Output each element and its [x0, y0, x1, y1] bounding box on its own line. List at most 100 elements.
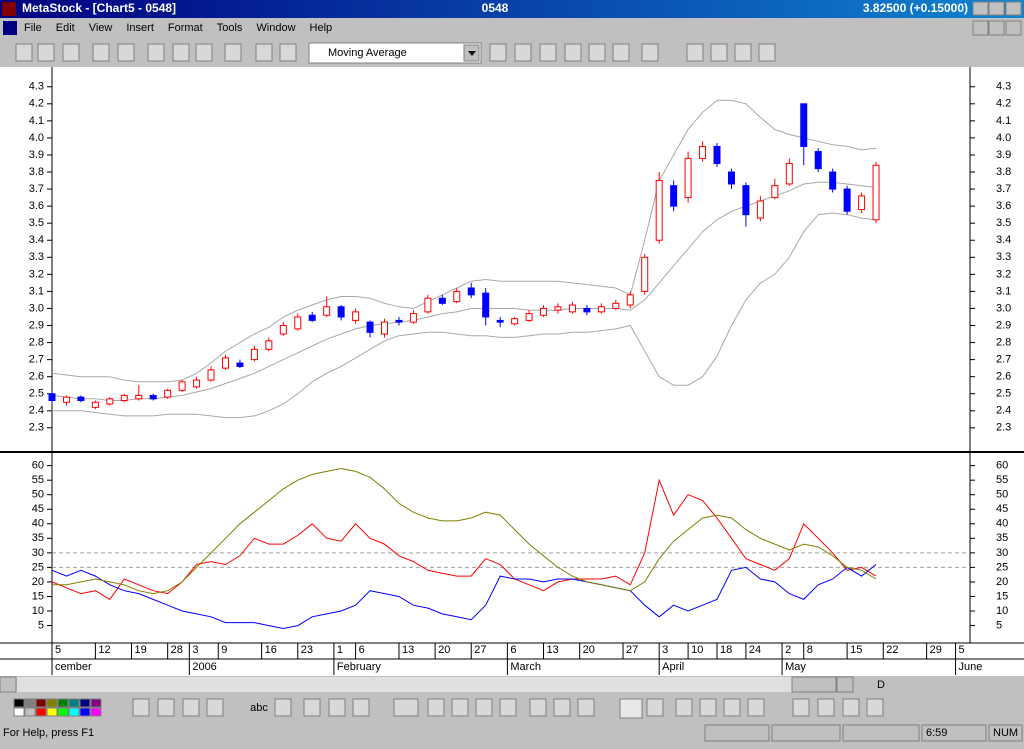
palette-swatch[interactable]: [79, 707, 91, 717]
formula-button[interactable]: [539, 43, 557, 62]
palette-swatch[interactable]: [35, 698, 47, 708]
palette-swatch[interactable]: [24, 698, 36, 708]
menu-item[interactable]: Edit: [56, 22, 75, 34]
menu-item[interactable]: Tools: [217, 22, 243, 34]
tool-button[interactable]: [427, 698, 445, 717]
palette-swatch[interactable]: [68, 698, 80, 708]
child-minimize[interactable]: [972, 20, 989, 36]
tool-button[interactable]: [842, 698, 860, 717]
palette-swatch[interactable]: [68, 707, 80, 717]
y-tick-label: 2.4: [29, 405, 44, 417]
palette-swatch[interactable]: [46, 707, 58, 717]
menu-item[interactable]: View: [89, 22, 113, 34]
restore-button[interactable]: [988, 1, 1005, 16]
x-tick-label: 23: [301, 644, 313, 656]
triangle-button[interactable]: [352, 698, 370, 717]
period-button[interactable]: D: [877, 679, 885, 691]
scroll-left[interactable]: [0, 676, 17, 693]
indicator-select[interactable]: [308, 42, 482, 64]
scroll-track[interactable]: [17, 677, 853, 692]
y-tick-label-right: 3.8: [996, 166, 1011, 178]
expert-button[interactable]: [489, 43, 507, 62]
menu-item[interactable]: Insert: [126, 22, 154, 34]
menu-item[interactable]: File: [24, 22, 42, 34]
candle-body: [178, 381, 186, 391]
explorer-button[interactable]: [514, 43, 532, 62]
y-tick-label-right: 3.9: [996, 149, 1011, 161]
text-tool[interactable]: abc: [250, 702, 268, 714]
tile-button[interactable]: [758, 43, 776, 62]
candle-body: [771, 185, 779, 199]
undo-button[interactable]: [224, 43, 242, 62]
key-button[interactable]: [792, 698, 810, 717]
line-button[interactable]: [529, 698, 547, 717]
scroll-right[interactable]: [836, 676, 854, 693]
app-icon[interactable]: [2, 2, 16, 16]
tool-button[interactable]: [866, 698, 884, 717]
tool-button[interactable]: [475, 698, 493, 717]
cut-button[interactable]: [147, 43, 165, 62]
palette-swatch[interactable]: [46, 698, 58, 708]
tool-button[interactable]: [499, 698, 517, 717]
candle-body: [756, 200, 764, 219]
doc-icon[interactable]: [3, 21, 17, 35]
candle-body: [337, 306, 345, 318]
palette-swatch[interactable]: [57, 707, 69, 717]
palette-swatch[interactable]: [57, 698, 69, 708]
palette-swatch[interactable]: [13, 698, 25, 708]
grid-button[interactable]: [577, 698, 595, 717]
crosshair-button[interactable]: [255, 43, 273, 62]
candle-body: [250, 348, 258, 361]
print-button[interactable]: [92, 43, 110, 62]
tool-button[interactable]: [723, 698, 741, 717]
window-button[interactable]: [686, 43, 704, 62]
zoom-button[interactable]: [279, 43, 297, 62]
new-button[interactable]: [15, 43, 33, 62]
tool-button[interactable]: [206, 698, 224, 717]
copy-button[interactable]: [172, 43, 190, 62]
menu-item[interactable]: Help: [310, 22, 333, 34]
palette-swatch[interactable]: [90, 698, 102, 708]
preview-button[interactable]: [117, 43, 135, 62]
palette-swatch[interactable]: [90, 707, 102, 717]
status-bar: For Help, press F1 6:59 NUM: [0, 722, 1024, 744]
help-button[interactable]: [641, 43, 659, 62]
tool-button[interactable]: [393, 698, 419, 717]
binoculars-button[interactable]: [612, 43, 630, 62]
palette-swatch[interactable]: [24, 707, 36, 717]
pointer-button[interactable]: [619, 698, 643, 719]
tool-button[interactable]: [274, 698, 292, 717]
palette-swatch[interactable]: [13, 707, 25, 717]
dollar-button[interactable]: [588, 43, 606, 62]
scroll-thumb[interactable]: [791, 676, 837, 693]
menu-item[interactable]: Format: [168, 22, 203, 34]
tool-button[interactable]: [747, 698, 765, 717]
child-close[interactable]: [1005, 20, 1022, 36]
tool-button[interactable]: [817, 698, 835, 717]
palette-swatch[interactable]: [35, 707, 47, 717]
minimize-button[interactable]: [972, 1, 989, 16]
system-button[interactable]: [564, 43, 582, 62]
child-restore[interactable]: [988, 20, 1005, 36]
candle-body: [135, 394, 143, 400]
tile-v-button[interactable]: [710, 43, 728, 62]
close-button[interactable]: [1005, 1, 1022, 16]
x-tick-label: 24: [749, 644, 761, 656]
ellipse-button[interactable]: [303, 698, 321, 717]
tool-button[interactable]: [182, 698, 200, 717]
menu-item[interactable]: Window: [256, 22, 295, 34]
save-button[interactable]: [62, 43, 80, 62]
rect-button[interactable]: [328, 698, 346, 717]
palette-swatch[interactable]: [79, 698, 91, 708]
tool-button[interactable]: [451, 698, 469, 717]
cross-button[interactable]: [646, 698, 664, 717]
fan-button[interactable]: [553, 698, 571, 717]
tile-h-button[interactable]: [734, 43, 752, 62]
x-tick-label: 12: [98, 644, 110, 656]
open-button[interactable]: [37, 43, 55, 62]
tool-button[interactable]: [157, 698, 175, 717]
paste-button[interactable]: [195, 43, 213, 62]
tool-button[interactable]: [132, 698, 150, 717]
tool-button[interactable]: [699, 698, 717, 717]
tool-button[interactable]: [675, 698, 693, 717]
